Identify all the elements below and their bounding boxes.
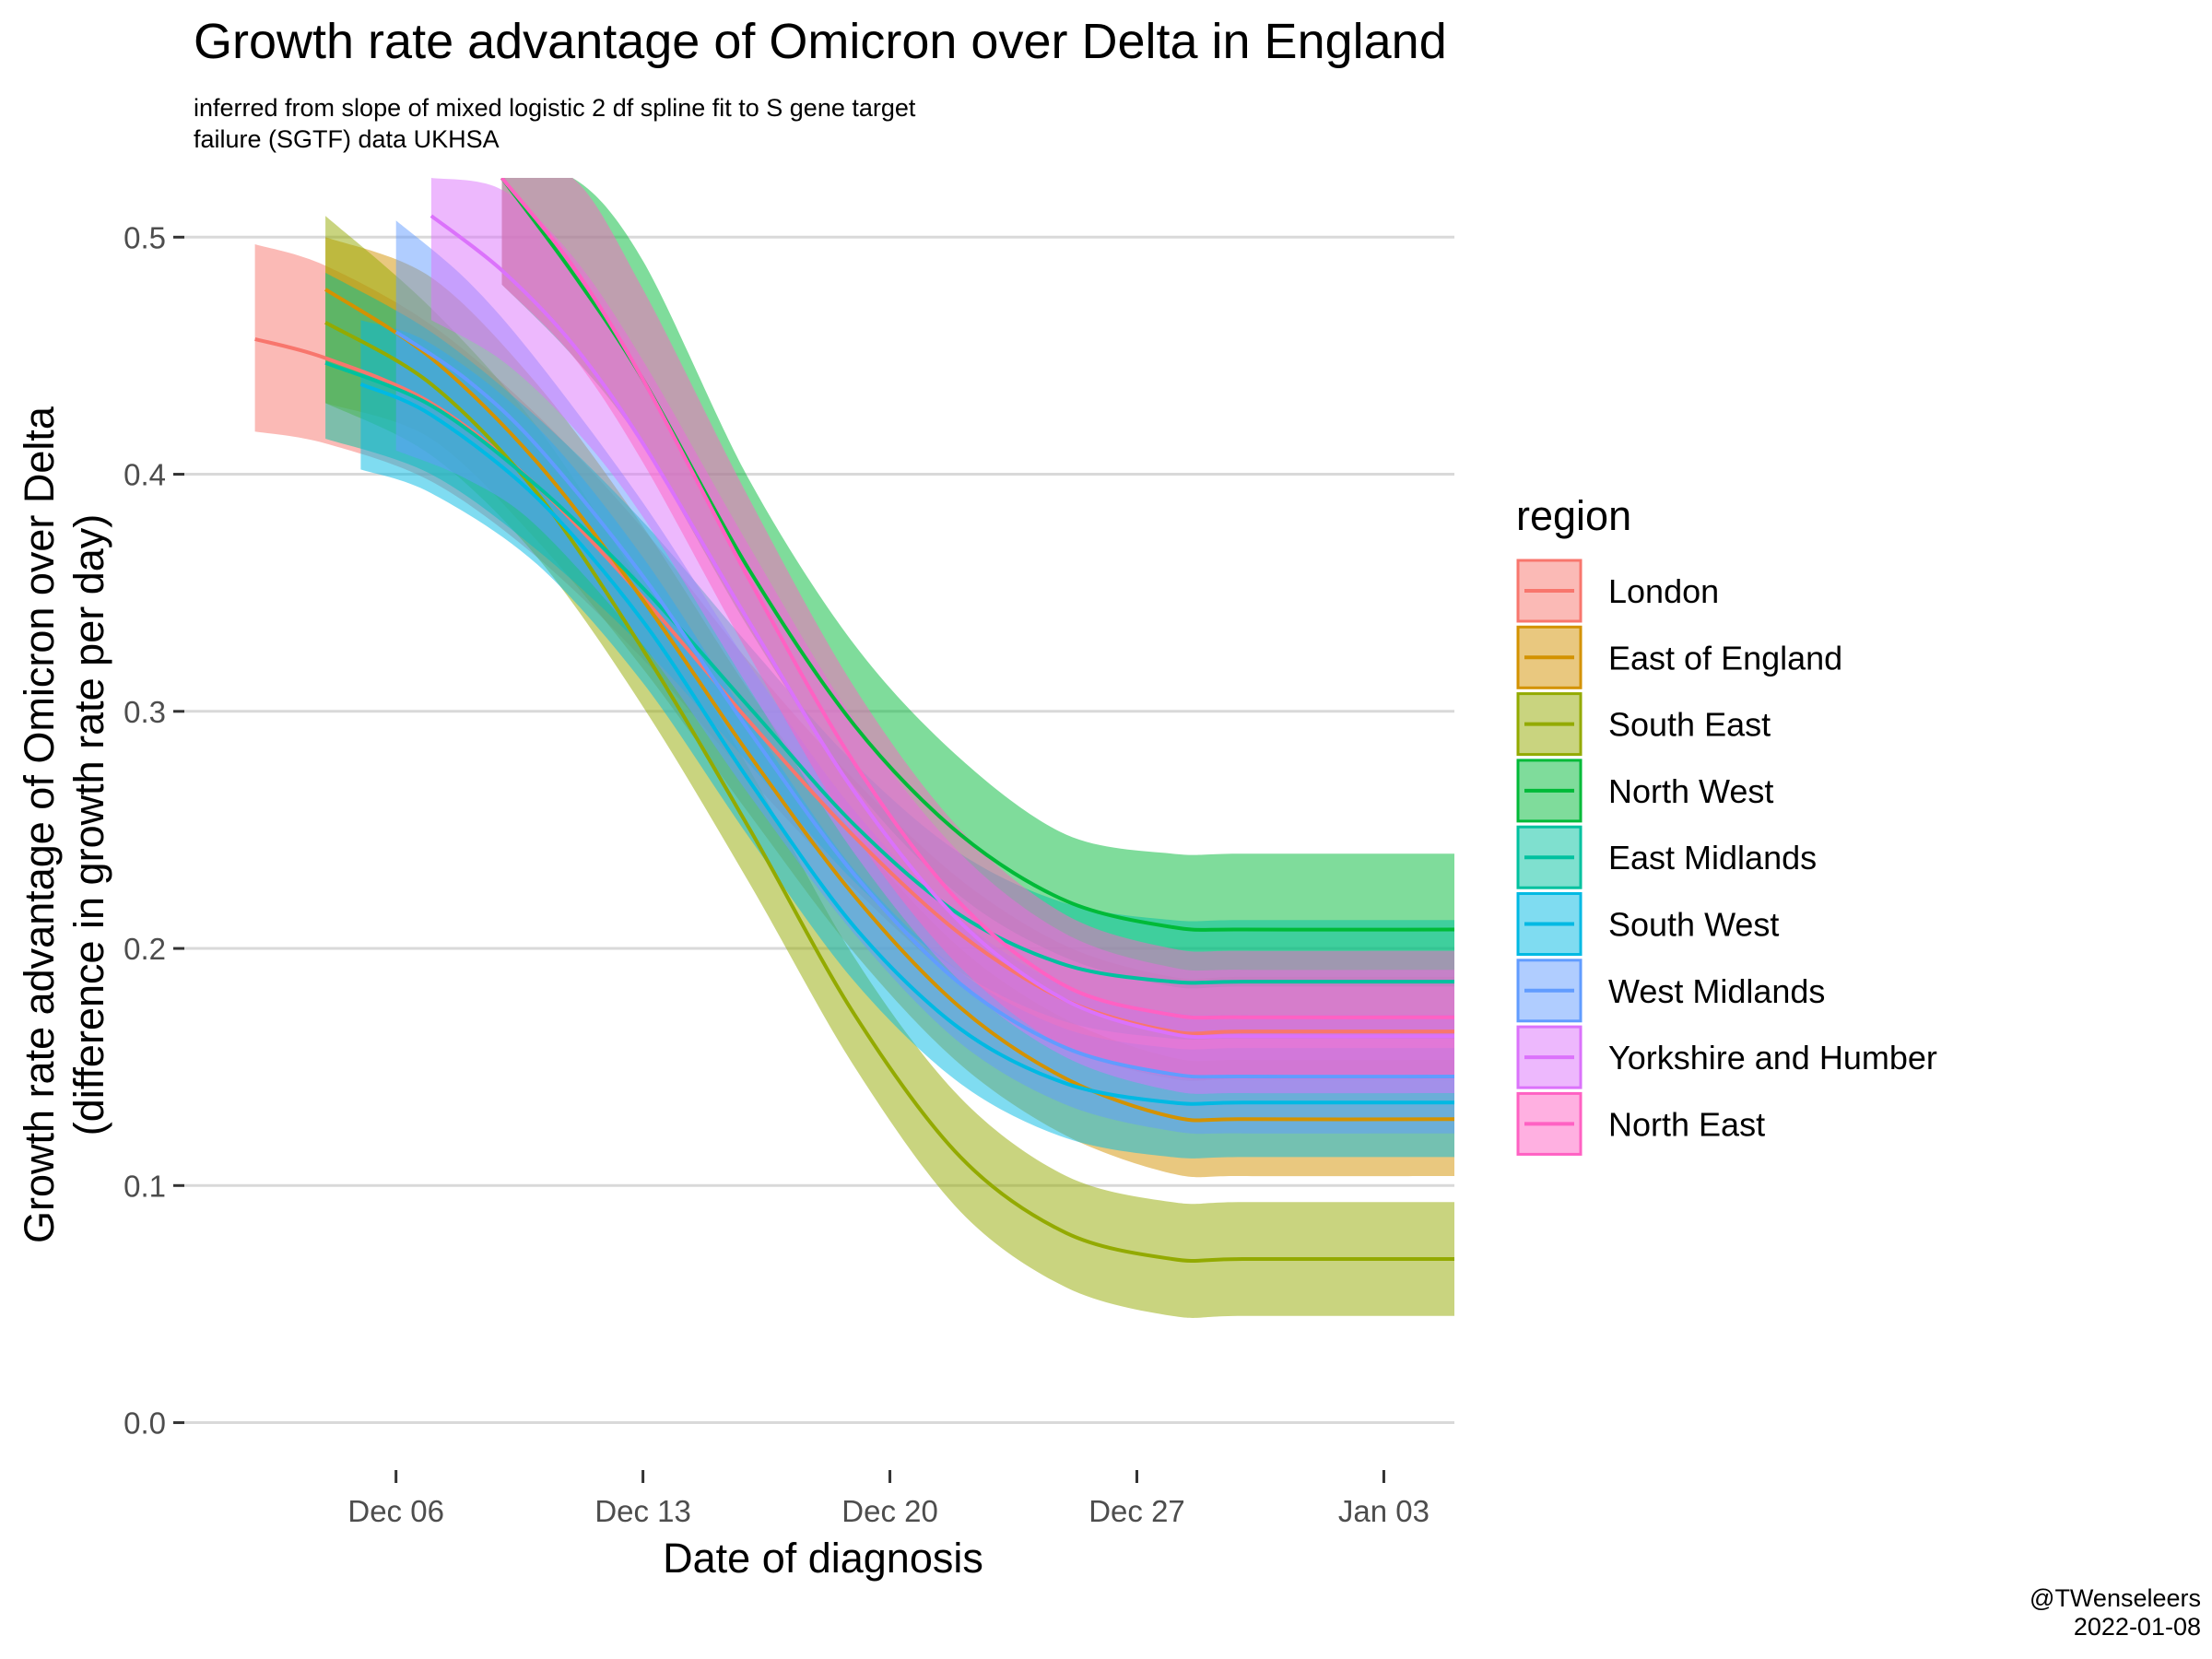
chart-title: Growth rate advantage of Omicron over De… (194, 14, 1447, 69)
chart-subtitle-line-2: failure (SGTF) data UKHSA (194, 125, 500, 153)
axes: 0.0 0.1 0.2 0.3 0.4 0.5 Dec 06 Dec 13 Dec 20 Dec … (124, 220, 1430, 1528)
legend-label: North East (1608, 1105, 1765, 1143)
x-tick-label: Dec 06 (347, 1494, 444, 1528)
confidence-bands (254, 178, 1454, 1318)
legend-title: region (1516, 492, 1631, 539)
legend-label: East of England (1608, 639, 1842, 677)
chart-subtitle-line-1: inferred from slope of mixed logistic 2 … (194, 94, 916, 122)
x-tick-label: Dec 27 (1088, 1494, 1185, 1528)
line-london (254, 336, 1454, 1036)
line-yorkshire-and-humber (429, 214, 1454, 1040)
y-tick-label: 0.1 (124, 1169, 166, 1203)
legend-item-yorkshire-and-humber: Yorkshire and Humber (1516, 1025, 1937, 1089)
legend: London East of England South East North Wes… (1516, 559, 1937, 1156)
x-tick-label: Dec 13 (594, 1494, 691, 1528)
x-axis-label: Date of diagnosis (663, 1535, 983, 1582)
y-axis-label-line-2: (difference in growth rate per day) (65, 514, 112, 1136)
y-tick-label: 0.5 (124, 220, 166, 254)
legend-item-east-of-england: East of England (1516, 625, 1842, 689)
legend-item-south-east: South East (1516, 692, 1771, 757)
line-south-west (359, 382, 1454, 1106)
caption-handle: @TWenseleers (2030, 1584, 2201, 1612)
y-tick-label: 0.4 (124, 458, 166, 492)
x-tick-label: Jan 03 (1338, 1494, 1430, 1528)
legend-label: East Midlands (1608, 839, 1817, 877)
legend-item-london: London (1516, 559, 1719, 623)
y-tick-label: 0.2 (124, 932, 166, 966)
legend-label: Yorkshire and Humber (1608, 1039, 1937, 1077)
line-north-east (500, 178, 1454, 1020)
line-east-of-england (324, 288, 1454, 1123)
y-tick-label: 0.0 (124, 1406, 166, 1441)
line-east-midlands (324, 360, 1454, 985)
legend-label: West Midlands (1608, 972, 1825, 1010)
legend-label: North West (1608, 772, 1773, 810)
legend-item-west-midlands: West Midlands (1516, 959, 1825, 1023)
legend-item-east-midlands: East Midlands (1516, 825, 1817, 889)
legend-item-north-west: North West (1516, 759, 1773, 823)
x-tick-label: Dec 20 (841, 1494, 938, 1528)
y-tick-label: 0.3 (124, 695, 166, 729)
legend-label: South East (1608, 706, 1771, 744)
caption-date: 2022-01-08 (2074, 1613, 2201, 1641)
legend-item-north-east: North East (1516, 1091, 1765, 1156)
legend-label: South West (1608, 906, 1779, 944)
y-axis-label-line-1: Growth rate advantage of Omicron over De… (16, 406, 63, 1243)
band-north-east (501, 178, 1454, 1080)
series-lines (254, 178, 1454, 1264)
legend-item-south-west: South West (1516, 892, 1779, 956)
legend-label: London (1608, 572, 1719, 610)
line-west-midlands (394, 330, 1454, 1079)
